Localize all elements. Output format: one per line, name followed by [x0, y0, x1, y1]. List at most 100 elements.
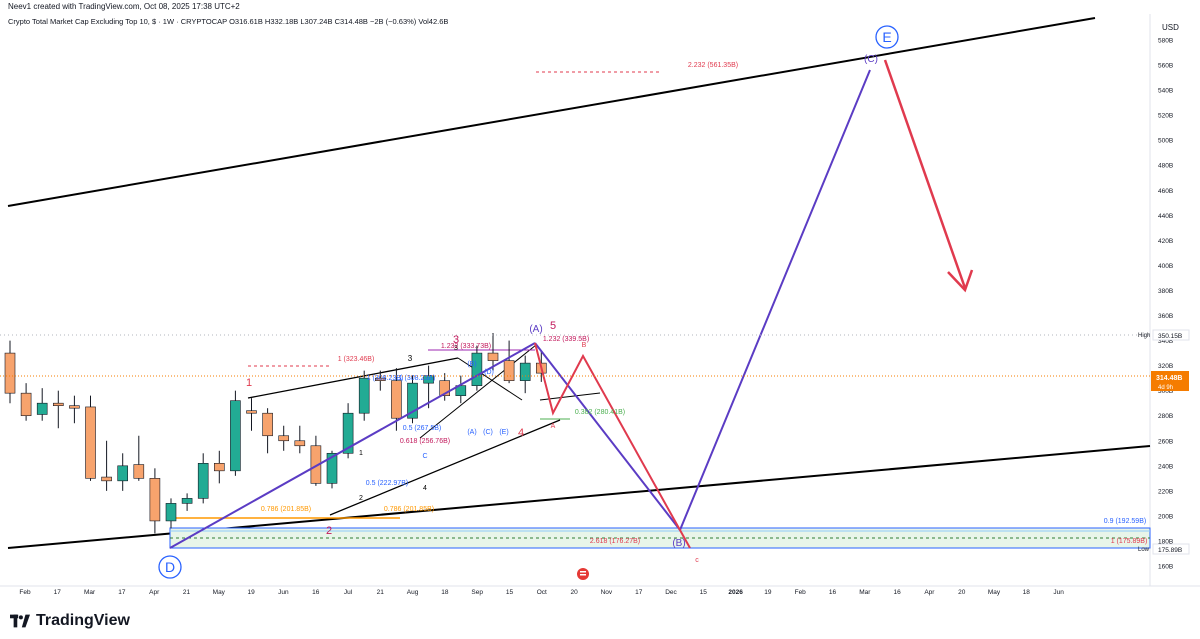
symbol-legend[interactable]: Crypto Total Market Cap Excluding Top 10… [8, 17, 448, 26]
y-tick-label: 540B [1158, 88, 1173, 95]
x-tick-label: Mar [84, 589, 96, 596]
candle-body[interactable] [181, 498, 193, 504]
x-tick-label: Feb [19, 589, 31, 596]
countdown-value: 4d 9h [1158, 385, 1173, 391]
wave-A-line[interactable] [169, 342, 536, 549]
candle-body[interactable] [165, 503, 177, 522]
y-tick-label: 500B [1158, 138, 1173, 145]
fib-05b-label: 0.5 (222.97B) [366, 480, 408, 487]
y-tick-label: 380B [1158, 288, 1173, 295]
candle-body[interactable] [503, 360, 515, 381]
candle-body[interactable] [101, 476, 112, 482]
candle-body[interactable] [391, 380, 402, 419]
candle-body[interactable] [439, 380, 451, 396]
y-tick-label: 240B [1158, 463, 1173, 470]
sub-D-label: (D) [484, 369, 494, 376]
x-tick-label: Nov [601, 589, 613, 596]
y-tick-label: 160B [1158, 564, 1173, 571]
y-tick-label: 580B [1158, 38, 1173, 45]
candles-group[interactable] [4, 333, 547, 534]
candle-body[interactable] [52, 402, 64, 406]
y-tick-label: 480B [1158, 163, 1173, 170]
wave-A-small-label: A [551, 423, 556, 430]
x-tick-label: 19 [764, 589, 772, 596]
candle-body[interactable] [487, 352, 499, 361]
footer [0, 600, 1200, 639]
candle-body[interactable] [133, 464, 145, 479]
x-tick-label: 17 [54, 589, 62, 596]
tradingview-brand: TradingView [36, 612, 130, 629]
x-tick-label: Jul [344, 589, 353, 596]
wave-2-label: 2 [326, 525, 332, 537]
candle-body[interactable] [374, 377, 386, 381]
fib-1-label: 1 (323.46B) [338, 356, 375, 363]
last-price-badge[interactable] [1151, 371, 1189, 391]
candle-body[interactable] [197, 463, 209, 499]
low-label: Low [1138, 547, 1150, 553]
candle-body[interactable] [278, 435, 290, 442]
sub-1-label: 1 [359, 450, 363, 457]
candle-body[interactable] [20, 392, 32, 417]
high-label: High [1138, 333, 1150, 339]
candle-body[interactable] [423, 375, 434, 384]
candle-body[interactable] [358, 377, 370, 414]
y-tick-label: 260B [1158, 438, 1173, 445]
candle-body[interactable] [407, 382, 418, 419]
y-tick-label: 520B [1158, 113, 1173, 120]
fib-0618-label: 0.618 (256.76B) [400, 438, 450, 445]
fib-0382-label: 0.382 (280.41B) [575, 409, 625, 416]
candle-body[interactable] [519, 362, 531, 381]
wave-c-small-label: c [695, 557, 699, 564]
x-tick-label: 20 [958, 589, 966, 596]
candle-body[interactable] [149, 478, 161, 522]
fib-09-label: 0.9 (192.59B) [1104, 518, 1146, 525]
fib-05-label: 0.5 (267.5B) [403, 425, 442, 432]
candle-body[interactable] [4, 352, 16, 394]
candle-body[interactable] [294, 440, 306, 447]
y-tick-label: 340B [1158, 338, 1173, 345]
wave-D-label: D [165, 559, 175, 575]
candle-body[interactable] [117, 465, 128, 482]
price-scale[interactable] [1150, 14, 1200, 586]
x-tick-label: Apr [149, 589, 160, 596]
fib-1-b-label: 1 (308.23B) [367, 375, 404, 382]
y-tick-label: 200B [1158, 513, 1173, 520]
candle-body[interactable] [69, 405, 80, 409]
candle-body[interactable] [246, 410, 257, 414]
wave-5-label: 5 [550, 320, 556, 332]
candle-body[interactable] [262, 412, 273, 437]
chart-credit: Neev1 created with TradingView.com, Oct … [0, 0, 1200, 14]
tradingview-logo-icon [10, 614, 30, 628]
event-icon-bar-2 [580, 574, 586, 576]
candle-body[interactable] [36, 402, 48, 415]
x-tick-label: Jun [278, 589, 289, 596]
candle-body[interactable] [326, 452, 338, 484]
candle-body[interactable] [310, 445, 322, 484]
wave-red-abc-line[interactable] [534, 342, 691, 549]
sub-A-label: (A) [467, 429, 476, 436]
fib-0786b-label: 0.786 (201.85B) [384, 506, 434, 513]
arrow-head [947, 269, 974, 293]
wave-E-circle[interactable] [875, 25, 899, 49]
wave-B-big-label: (B) [672, 538, 685, 549]
candle-body[interactable] [342, 412, 354, 454]
tradingview-logo[interactable]: TradingView [10, 612, 130, 630]
fib-2618-label: 2.618 (176.27B) [590, 538, 640, 545]
y-tick-label: 220B [1158, 488, 1173, 495]
sub-C-label: (C) [483, 429, 493, 436]
wave-B-C-line[interactable] [534, 69, 871, 532]
x-axis-ticks: Feb 17 Mar 17 Apr 21 May 19 Jun 16 Jul 21 Aug 18 Sep 15… [19, 589, 1064, 596]
price-chart[interactable]: 580B560B540B520B500B480B460B440B420B400B… [0, 0, 1200, 600]
candle-body[interactable] [471, 352, 483, 386]
high-value-badge [1152, 329, 1190, 341]
y-tick-label: 400B [1158, 263, 1173, 270]
channel-upper-line[interactable] [7, 17, 1096, 207]
fib-1232-a-label: 1.232 (333.73B) [441, 343, 491, 350]
candle-body[interactable] [85, 406, 96, 479]
arrow-shaft[interactable] [883, 59, 967, 289]
x-tick-label: Feb [795, 589, 807, 596]
x-tick-label: 17 [118, 589, 126, 596]
wave-D-circle[interactable] [158, 555, 182, 579]
candle-body[interactable] [214, 463, 225, 472]
candle-body[interactable] [230, 400, 241, 472]
